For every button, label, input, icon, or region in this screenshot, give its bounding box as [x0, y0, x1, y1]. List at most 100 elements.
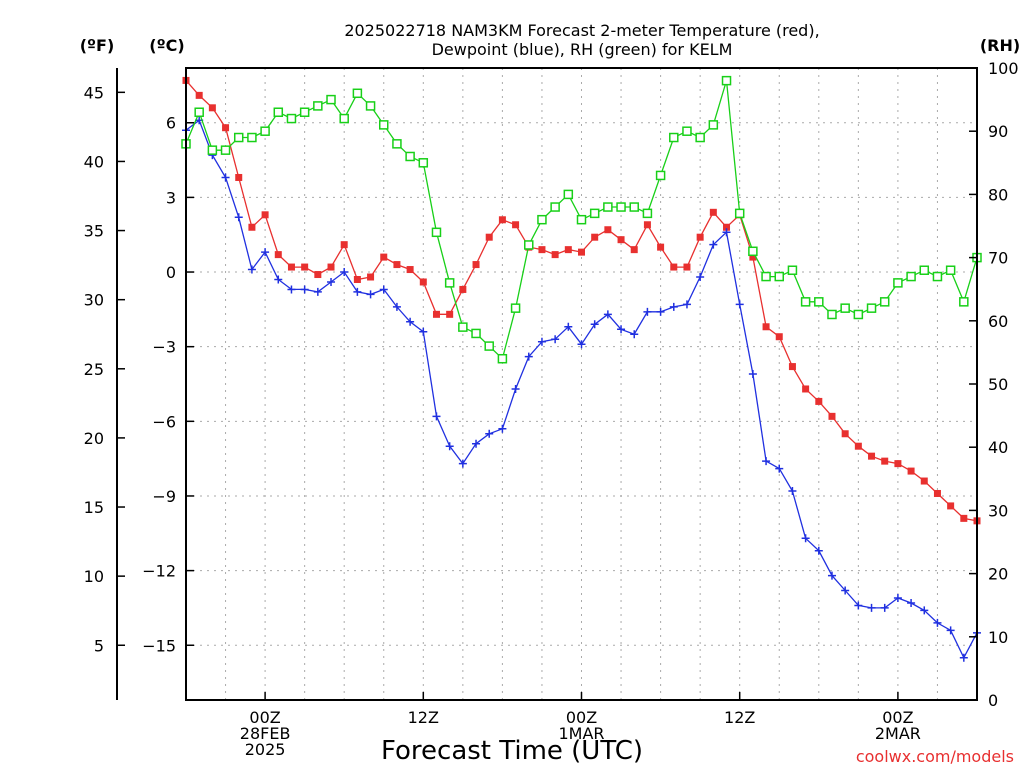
rh-point [576, 214, 587, 225]
rh-point [418, 158, 429, 168]
temperature-point [828, 412, 836, 420]
temperature-point [498, 216, 506, 224]
y-axis-celsius-label: (ºC) [149, 36, 184, 55]
rh-point [392, 139, 402, 149]
dewpoint-point [234, 213, 243, 222]
y-fahrenheit-tick-label: 15 [84, 498, 104, 517]
y-rh-tick-label: 30 [988, 501, 1008, 520]
dewpoint-point [630, 330, 639, 339]
dewpoint-point [814, 546, 823, 555]
x-tick-label: 2025 [245, 740, 286, 759]
rh-point [748, 246, 758, 257]
temperature-point [353, 275, 361, 283]
dewpoint-point [669, 302, 678, 311]
x-tick-label: 12Z [724, 708, 755, 727]
rh-point [945, 265, 956, 275]
dewpoint-point [722, 228, 731, 237]
y-fahrenheit-tick-label: 35 [84, 222, 104, 241]
x-tick-label: 00Z [882, 708, 913, 727]
y-fahrenheit-tick-label: 30 [84, 291, 104, 310]
temperature-point [248, 223, 256, 231]
temperature-point [947, 502, 955, 510]
dewpoint-point [880, 603, 889, 612]
rh-point [339, 113, 349, 124]
rh-point [484, 341, 494, 351]
rh-point [260, 126, 270, 136]
rh-point [682, 126, 692, 136]
y-celsius-tick-label: 6 [166, 114, 176, 133]
y-celsius-tick-label: 3 [166, 188, 176, 207]
rh-point [642, 208, 653, 219]
temperature-point [802, 385, 810, 393]
credit-label: coolwx.com/models [856, 747, 1014, 766]
rh-point [827, 309, 837, 320]
chart-title-line1: 2025022718 NAM3KM Forecast 2-meter Tempe… [344, 21, 819, 40]
temperature-point [551, 251, 559, 259]
dewpoint-point [340, 268, 349, 277]
rh-point [352, 88, 363, 99]
dewpoint-point [933, 618, 942, 627]
dewpoint-point [735, 300, 744, 309]
y-axis-fahrenheit-label: (ºF) [80, 36, 115, 55]
y-celsius-tick-label: −15 [142, 636, 176, 655]
temperature-point [195, 91, 203, 99]
rh-point [537, 214, 547, 225]
dewpoint-point [458, 459, 467, 468]
y-rh-tick-label: 20 [988, 565, 1008, 584]
rh-point [932, 271, 943, 282]
dewpoint-point [564, 322, 573, 331]
dewpoint-point [696, 273, 705, 282]
x-tick-label: 00Z [566, 708, 597, 727]
rh-point [893, 278, 903, 288]
dewpoint-point [366, 290, 375, 299]
y-fahrenheit-tick-label: 10 [84, 567, 104, 586]
x-tick-label: 1MAR [558, 724, 604, 743]
y-rh-tick-label: 50 [988, 375, 1008, 394]
rh-point [589, 208, 600, 219]
rh-point [524, 240, 534, 250]
dewpoint-point [379, 285, 388, 294]
rh-point [233, 132, 244, 143]
temperature-point [274, 251, 282, 259]
temperature-point [749, 253, 757, 261]
dewpoint-point [511, 384, 520, 393]
y-fahrenheit-tick-label: 40 [84, 152, 104, 171]
rh-point [365, 101, 376, 111]
y-fahrenheit-tick-label: 45 [84, 83, 104, 102]
dewpoint-point [445, 442, 454, 451]
dewpoint-point [485, 429, 494, 438]
dewpoint-point [498, 424, 507, 433]
temperature-point [393, 261, 401, 269]
rh-point [840, 303, 850, 313]
rh-point [458, 322, 468, 332]
temperature-point [868, 452, 876, 460]
dewpoint-point [854, 601, 863, 610]
rh-point [313, 101, 323, 111]
chart-title-line2: Dewpoint (blue), RH (green) for KELM [432, 40, 733, 59]
y-fahrenheit-tick-label: 20 [84, 429, 104, 448]
temperature-point [604, 226, 612, 234]
rh-point [431, 227, 442, 238]
y-rh-tick-label: 100 [988, 59, 1019, 78]
dewpoint-point [656, 307, 665, 316]
temperature-point [683, 263, 691, 271]
rh-point [853, 309, 864, 320]
rh-point [708, 120, 719, 130]
rh-point [471, 328, 481, 339]
temperature-point [222, 124, 230, 132]
rh-point [510, 303, 521, 313]
rh-point [906, 271, 916, 282]
temperature-point [709, 208, 717, 216]
dewpoint-point [841, 586, 850, 595]
y-rh-tick-label: 40 [988, 438, 1008, 457]
x-tick-label: 00Z [249, 708, 280, 727]
temperature-point [643, 221, 651, 229]
dewpoint-point [643, 307, 652, 316]
temperature-point [881, 457, 889, 465]
rh-point [774, 271, 784, 282]
dewpoint-point [603, 310, 612, 319]
dewpoint-point [392, 302, 401, 311]
rh-point [273, 107, 284, 117]
temperature-point [432, 310, 440, 318]
y-fahrenheit-tick-label: 25 [84, 360, 104, 379]
